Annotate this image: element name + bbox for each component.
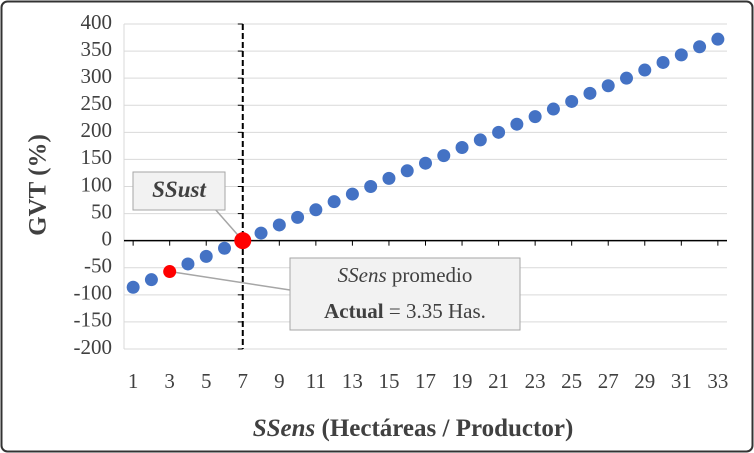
annotation-text-part: promedio (387, 263, 473, 287)
x-tick-label: 21 (488, 369, 509, 393)
x-axis-title-part: (Hectáreas / Productor) (315, 415, 573, 442)
annotation-text-part: = 3.35 Has. (384, 299, 486, 323)
y-tick-label: -150 (74, 308, 113, 332)
y-tick-label: 0 (102, 226, 113, 250)
point (126, 280, 140, 294)
point (327, 195, 341, 209)
point (693, 40, 707, 54)
x-tick-label: 9 (274, 369, 285, 393)
point (620, 71, 633, 85)
x-tick-label: 1 (128, 369, 139, 393)
x-tick-label: 33 (707, 369, 728, 393)
x-tick-label: 15 (378, 369, 399, 393)
point (218, 241, 231, 255)
point (345, 187, 359, 201)
point (382, 171, 396, 185)
x-tick-label: 11 (306, 369, 326, 393)
highlight-point (163, 265, 177, 279)
point (711, 32, 725, 46)
annotation-text-part: SSens (338, 263, 387, 287)
point (254, 226, 268, 240)
x-tick-label: 13 (342, 369, 363, 393)
x-axis-title-part: SSens (253, 415, 316, 442)
y-tick-label: 150 (81, 145, 113, 169)
y-tick-label: -200 (74, 335, 113, 359)
point (638, 63, 652, 77)
x-tick-label: 19 (452, 369, 473, 393)
y-tick-label: 200 (81, 118, 113, 142)
annotation-box (132, 171, 226, 211)
point (492, 125, 506, 139)
x-tick-label: 27 (598, 369, 619, 393)
point (583, 86, 597, 100)
y-tick-label: 400 (81, 10, 113, 34)
x-axis-title: SSens (Hectáreas / Productor) (253, 415, 574, 442)
annotation-text-part: Actual (324, 299, 384, 323)
annotation-text: SSust (152, 177, 206, 202)
y-tick-label: 50 (91, 199, 112, 223)
y-tick-label: -50 (84, 254, 112, 278)
point (181, 257, 195, 271)
point (437, 149, 451, 163)
highlight-point (234, 232, 252, 250)
point (656, 55, 670, 69)
point (144, 273, 158, 287)
x-tick-label: 5 (201, 369, 212, 393)
x-tick-label: 25 (561, 369, 582, 393)
point (565, 94, 579, 108)
x-tick-label: 31 (671, 369, 692, 393)
point (455, 141, 469, 154)
annotation-text: SSens promedio (338, 263, 473, 287)
point (364, 180, 378, 193)
point (199, 249, 213, 263)
point (510, 117, 524, 131)
point (309, 203, 323, 217)
y-tick-label: 350 (81, 37, 113, 61)
point (272, 218, 286, 232)
y-axis-title: GVT (%) (25, 134, 52, 236)
x-tick-label: 29 (634, 369, 655, 393)
point (674, 48, 688, 62)
point (473, 133, 487, 147)
point (291, 210, 305, 224)
point (546, 102, 560, 116)
y-tick-label: -100 (74, 281, 113, 305)
annotation-text-part: SSust (152, 177, 206, 202)
point (528, 110, 542, 124)
y-tick-label: 250 (81, 91, 113, 115)
y-tick-label: 300 (81, 64, 113, 88)
y-tick-label: 100 (81, 172, 113, 196)
x-tick-label: 7 (238, 369, 249, 393)
annotation-text: Actual = 3.35 Has. (324, 299, 486, 323)
x-tick-label: 17 (415, 369, 436, 393)
point (419, 156, 432, 170)
x-tick-label: 3 (164, 369, 175, 393)
x-tick-label: 23 (525, 369, 546, 393)
point (601, 79, 615, 93)
annotation-connector (169, 270, 291, 291)
annotation-box (289, 257, 521, 331)
point (400, 164, 414, 178)
